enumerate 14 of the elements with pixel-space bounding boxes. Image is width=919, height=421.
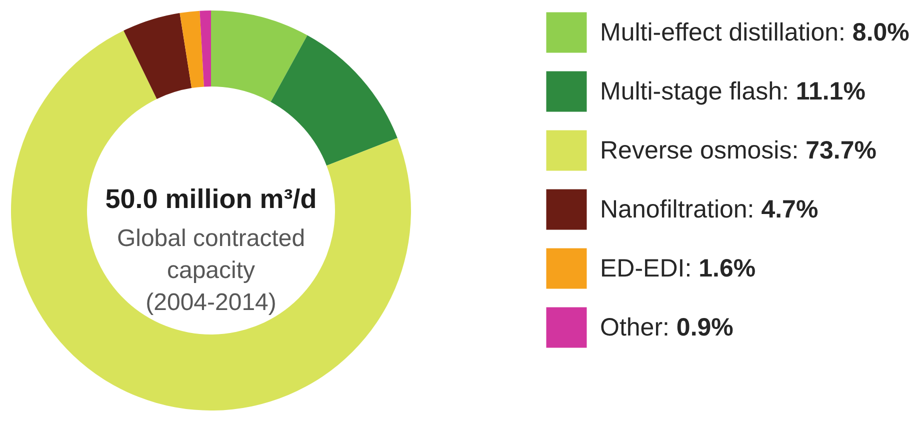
donut-slice [200,10,211,87]
donut-slice [270,35,398,166]
legend-label: Multi-stage flash: 11.1% [600,78,866,106]
legend-label: Reverse osmosis: 73.7% [600,136,877,164]
legend-label: Other: 0.9% [600,314,734,342]
text: 50.0 million m³/d [105,184,317,214]
donut-slice [180,10,204,88]
donut-slice [211,10,308,102]
donut-slice [124,12,192,99]
legend-label: Nanofiltration: 4.7% [600,196,818,224]
legend-label: ED-EDI: 1.6% [600,254,756,282]
donut-slice [11,30,411,410]
text: Global contracted capacity (2004-2014) [116,225,306,316]
legend-label: Multi-effect distillation: 8.0% [600,18,910,46]
